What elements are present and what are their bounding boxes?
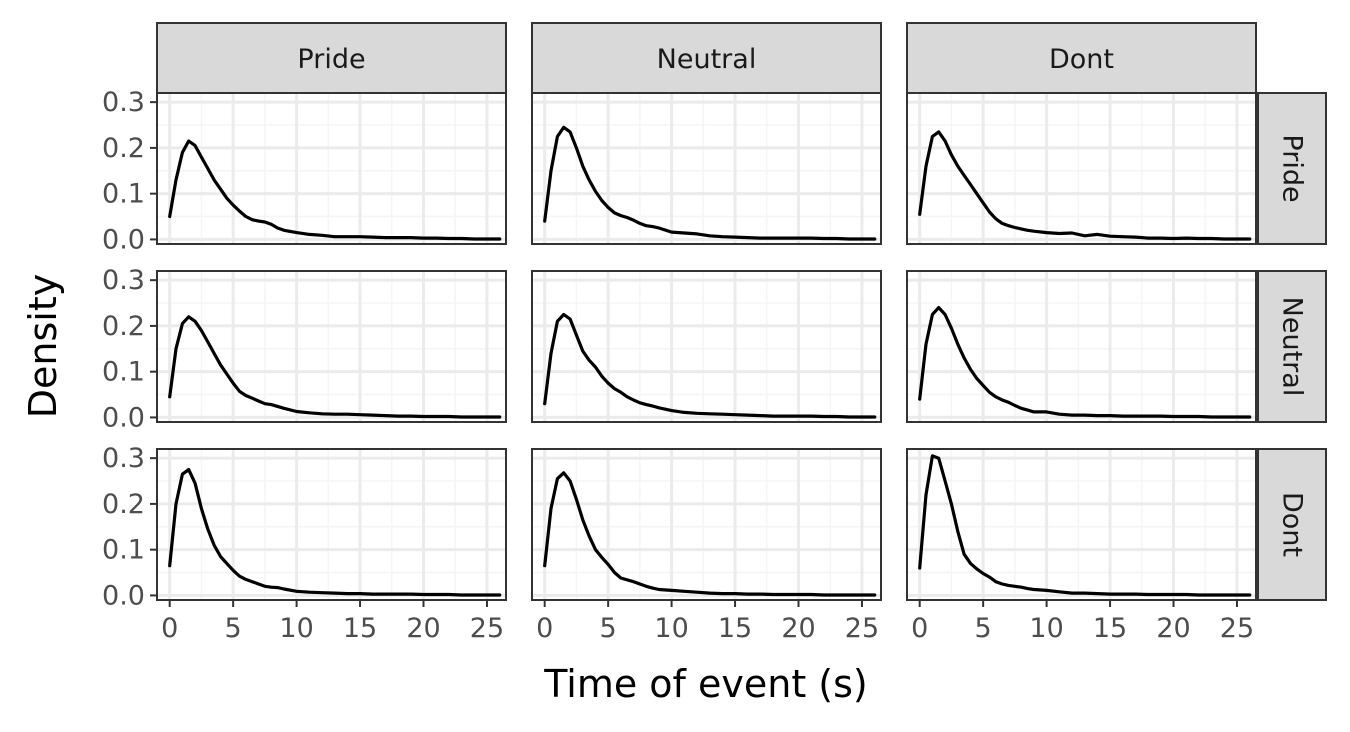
y-axis-title: Density [21,274,65,418]
row-strip [1257,270,1327,423]
x-tick-label: 10 [654,613,688,644]
panel-background [157,449,506,600]
x-tick-label: 20 [1156,613,1190,644]
x-tick-label: 25 [1220,613,1254,644]
x-tick-label: 20 [781,613,815,644]
panel-background [907,449,1256,600]
panel-background [157,271,506,422]
density-line-dont-dont [918,454,1252,597]
x-tick-label: 5 [225,613,242,644]
x-tick-label: 0 [161,613,178,644]
panel-background [532,93,881,244]
y-tick-label: 0.0 [102,224,145,255]
panel-border [906,270,1257,423]
y-tick-label: 0.2 [102,311,145,342]
x-tick-label: 5 [975,613,992,644]
panel-border [531,270,882,423]
y-tick-label: 0.2 [102,489,145,520]
panel-background [532,449,881,600]
y-tick-label: 0.0 [102,402,145,433]
row-strip [1257,448,1327,601]
y-tick-label: 0.0 [102,580,145,611]
panel-border [906,448,1257,601]
column-strip [156,22,507,94]
column-strip [531,22,882,94]
row-strip [1257,92,1327,245]
density-line-neutral-dont [918,306,1252,419]
x-tick-label: 10 [1029,613,1063,644]
y-tick-label: 0.1 [102,179,145,210]
x-tick-label: 15 [1093,613,1127,644]
y-tick-label: 0.1 [102,535,145,566]
row-strip-label: Dont [1277,492,1308,557]
row-strip-label: Neutral [1277,297,1308,397]
column-strip [906,22,1257,94]
density-line-dont-pride [168,468,502,597]
x-tick-label: 0 [536,613,553,644]
x-tick-label: 15 [718,613,752,644]
panel-background [157,93,506,244]
y-tick-label: 0.3 [102,443,145,474]
panel-background [532,271,881,422]
panel-background [907,271,1256,422]
x-tick-label: 25 [845,613,879,644]
y-tick-label: 0.3 [102,265,145,296]
column-strip-label: Dont [1049,44,1114,75]
row-strip-label: Pride [1277,134,1308,202]
x-tick-label: 5 [600,613,617,644]
column-strip-label: Neutral [657,44,757,75]
density-line-pride-neutral [543,125,877,241]
column-strip-label: Pride [297,44,365,75]
density-line-neutral-neutral [543,312,877,419]
x-tick-label: 20 [406,613,440,644]
density-line-pride-pride [168,139,502,241]
density-line-dont-neutral [543,471,877,597]
density-line-pride-dont [918,130,1252,241]
panel-background [907,93,1256,244]
panel-border [156,448,507,601]
x-tick-label: 0 [911,613,928,644]
x-tick-label: 15 [343,613,377,644]
x-axis-title: Time of event (s) [543,662,868,706]
x-tick-label: 25 [470,613,504,644]
y-tick-label: 0.1 [102,357,145,388]
panel-border [531,448,882,601]
y-tick-label: 0.3 [102,87,145,118]
density-line-neutral-pride [168,315,502,419]
y-tick-label: 0.2 [102,133,145,164]
panel-border [156,270,507,423]
x-tick-label: 10 [279,613,313,644]
